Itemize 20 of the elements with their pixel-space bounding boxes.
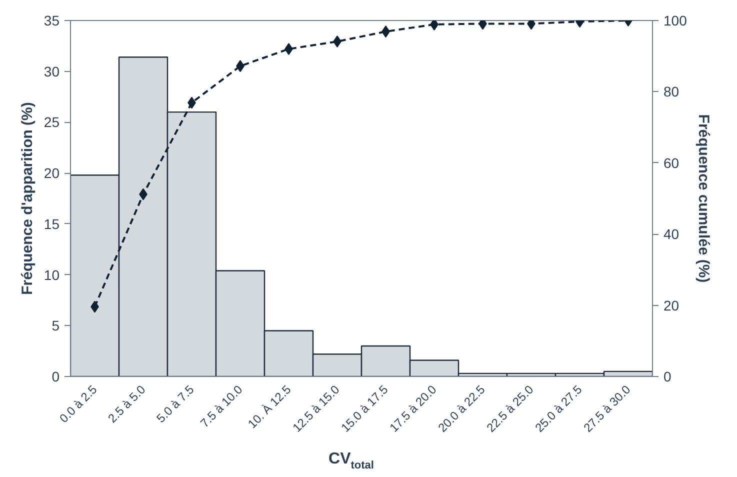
y-tick-label: 35 [44,12,60,28]
y-axis-title: Fréquence d'apparition (%) [18,102,36,295]
y-tick-label: 25 [44,114,60,130]
y-tick-label: 5 [52,318,60,334]
y2-tick-label: 40 [664,226,680,242]
y2-tick-label: 20 [664,297,680,314]
y-tick-label: 20 [44,165,60,182]
y-tick-label: 15 [44,216,60,232]
y-tick-label: 10 [44,266,60,283]
x-tick-label: 0.0 à 2.5 [56,382,100,426]
y2-axis-title: Fréquence cumulée (%) [694,114,712,283]
y2-tick-label: 100 [664,12,688,28]
y2-tick-label: 60 [664,154,680,171]
y-tick-label: 0 [52,368,60,384]
y-tick-label: 30 [44,63,60,80]
y2-tick-label: 80 [664,84,680,100]
x-tick-label: 2.5 à 5.0 [105,382,148,426]
point [430,20,438,30]
x-tick-label: 5.0 à 7.5 [154,382,197,426]
y2-tick-label: 0 [664,368,672,384]
